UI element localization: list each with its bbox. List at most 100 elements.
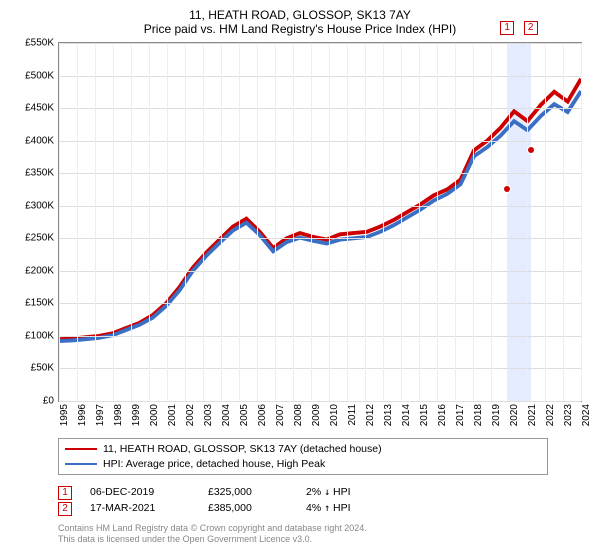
- x-axis-label: 2004: [221, 404, 232, 426]
- legend: 11, HEATH ROAD, GLOSSOP, SK13 7AY (detac…: [58, 438, 548, 475]
- grid-line-v: [293, 43, 294, 401]
- grid-line-h: [59, 43, 581, 44]
- y-axis-label: £550K: [25, 38, 54, 49]
- grid-line-h: [59, 401, 581, 402]
- x-axis-label: 2013: [383, 404, 394, 426]
- x-axis-label: 1998: [113, 404, 124, 426]
- transaction-delta: 2% ↓ HPI: [306, 485, 351, 501]
- y-axis-label: £150K: [25, 298, 54, 309]
- grid-line-v: [545, 43, 546, 401]
- grid-line-h: [59, 141, 581, 142]
- x-axis-label: 2023: [563, 404, 574, 426]
- y-axis-label: £200K: [25, 265, 54, 276]
- legend-label: 11, HEATH ROAD, GLOSSOP, SK13 7AY (detac…: [103, 442, 382, 457]
- grid-line-h: [59, 206, 581, 207]
- legend-row: 11, HEATH ROAD, GLOSSOP, SK13 7AY (detac…: [65, 442, 541, 457]
- y-axis-label: £400K: [25, 135, 54, 146]
- grid-line-v: [131, 43, 132, 401]
- transaction-num: 2: [58, 502, 72, 516]
- x-axis-label: 2021: [527, 404, 538, 426]
- grid-line-v: [455, 43, 456, 401]
- grid-line-v: [383, 43, 384, 401]
- y-axis-label: £50K: [31, 363, 54, 374]
- y-axis-label: £450K: [25, 103, 54, 114]
- x-axis-label: 2024: [581, 404, 592, 426]
- grid-line-v: [509, 43, 510, 401]
- chart-plot-area: £0£50K£100K£150K£200K£250K£300K£350K£400…: [58, 42, 582, 402]
- grid-line-v: [59, 43, 60, 401]
- grid-line-v: [185, 43, 186, 401]
- legend-label: HPI: Average price, detached house, High…: [103, 457, 325, 472]
- grid-line-v: [239, 43, 240, 401]
- x-axis-label: 2017: [455, 404, 466, 426]
- x-axis-label: 2007: [275, 404, 286, 426]
- y-axis-label: £0: [43, 396, 54, 407]
- chart-container: 11, HEATH ROAD, GLOSSOP, SK13 7AY Price …: [0, 0, 600, 560]
- transaction-date: 06-DEC-2019: [90, 485, 190, 501]
- transaction-row: 217-MAR-2021£385,0004% ↑ HPI: [58, 501, 588, 517]
- grid-line-v: [311, 43, 312, 401]
- price-marker-label: 2: [524, 21, 538, 35]
- grid-line-v: [77, 43, 78, 401]
- grid-line-h: [59, 108, 581, 109]
- grid-line-v: [347, 43, 348, 401]
- grid-line-v: [563, 43, 564, 401]
- x-axis-label: 1995: [59, 404, 70, 426]
- x-axis-label: 2022: [545, 404, 556, 426]
- grid-line-v: [275, 43, 276, 401]
- grid-line-h: [59, 173, 581, 174]
- legend-swatch: [65, 463, 97, 465]
- price-marker: [503, 185, 511, 193]
- x-axis-label: 2009: [311, 404, 322, 426]
- grid-line-v: [167, 43, 168, 401]
- chart-title: 11, HEATH ROAD, GLOSSOP, SK13 7AY: [12, 8, 588, 22]
- legend-swatch: [65, 448, 97, 450]
- grid-line-h: [59, 271, 581, 272]
- footnote: Contains HM Land Registry data © Crown c…: [58, 523, 588, 546]
- grid-line-h: [59, 336, 581, 337]
- transaction-price: £385,000: [208, 501, 288, 517]
- arrow-up-icon: ↑: [324, 503, 330, 514]
- grid-line-v: [113, 43, 114, 401]
- x-axis-label: 2014: [401, 404, 412, 426]
- footnote-line: This data is licensed under the Open Gov…: [58, 534, 588, 545]
- x-axis-label: 2001: [167, 404, 178, 426]
- x-axis-label: 2020: [509, 404, 520, 426]
- transaction-price: £325,000: [208, 485, 288, 501]
- x-axis-label: 2006: [257, 404, 268, 426]
- transaction-delta: 4% ↑ HPI: [306, 501, 351, 517]
- x-axis-label: 2015: [419, 404, 430, 426]
- grid-line-v: [329, 43, 330, 401]
- x-axis-label: 2008: [293, 404, 304, 426]
- arrow-down-icon: ↓: [324, 487, 330, 498]
- price-marker: [527, 146, 535, 154]
- x-axis-label: 2012: [365, 404, 376, 426]
- footnote-line: Contains HM Land Registry data © Crown c…: [58, 523, 588, 534]
- grid-line-h: [59, 303, 581, 304]
- x-axis-label: 2018: [473, 404, 484, 426]
- grid-line-h: [59, 76, 581, 77]
- x-axis-label: 2000: [149, 404, 160, 426]
- x-axis-label: 2002: [185, 404, 196, 426]
- x-axis-label: 1999: [131, 404, 142, 426]
- y-axis-label: £300K: [25, 200, 54, 211]
- x-axis-label: 2019: [491, 404, 502, 426]
- grid-line-v: [419, 43, 420, 401]
- x-axis-label: 2010: [329, 404, 340, 426]
- transaction-row: 1 06-DEC-2019 £325,000 2% ↓ HPI: [58, 485, 588, 501]
- grid-line-v: [401, 43, 402, 401]
- grid-line-h: [59, 368, 581, 369]
- transactions-table: 106-DEC-2019£325,0002% ↓ HPI217-MAR-2021…: [58, 485, 588, 517]
- grid-line-v: [203, 43, 204, 401]
- grid-line-v: [527, 43, 528, 401]
- x-axis-label: 2011: [347, 404, 358, 426]
- x-axis-label: 1996: [77, 404, 88, 426]
- grid-line-v: [491, 43, 492, 401]
- x-axis-label: 1997: [95, 404, 106, 426]
- x-axis-label: 2016: [437, 404, 448, 426]
- x-axis-label: 2005: [239, 404, 250, 426]
- transaction-num: 1: [58, 486, 72, 500]
- y-axis-label: £350K: [25, 168, 54, 179]
- grid-line-v: [221, 43, 222, 401]
- grid-line-v: [437, 43, 438, 401]
